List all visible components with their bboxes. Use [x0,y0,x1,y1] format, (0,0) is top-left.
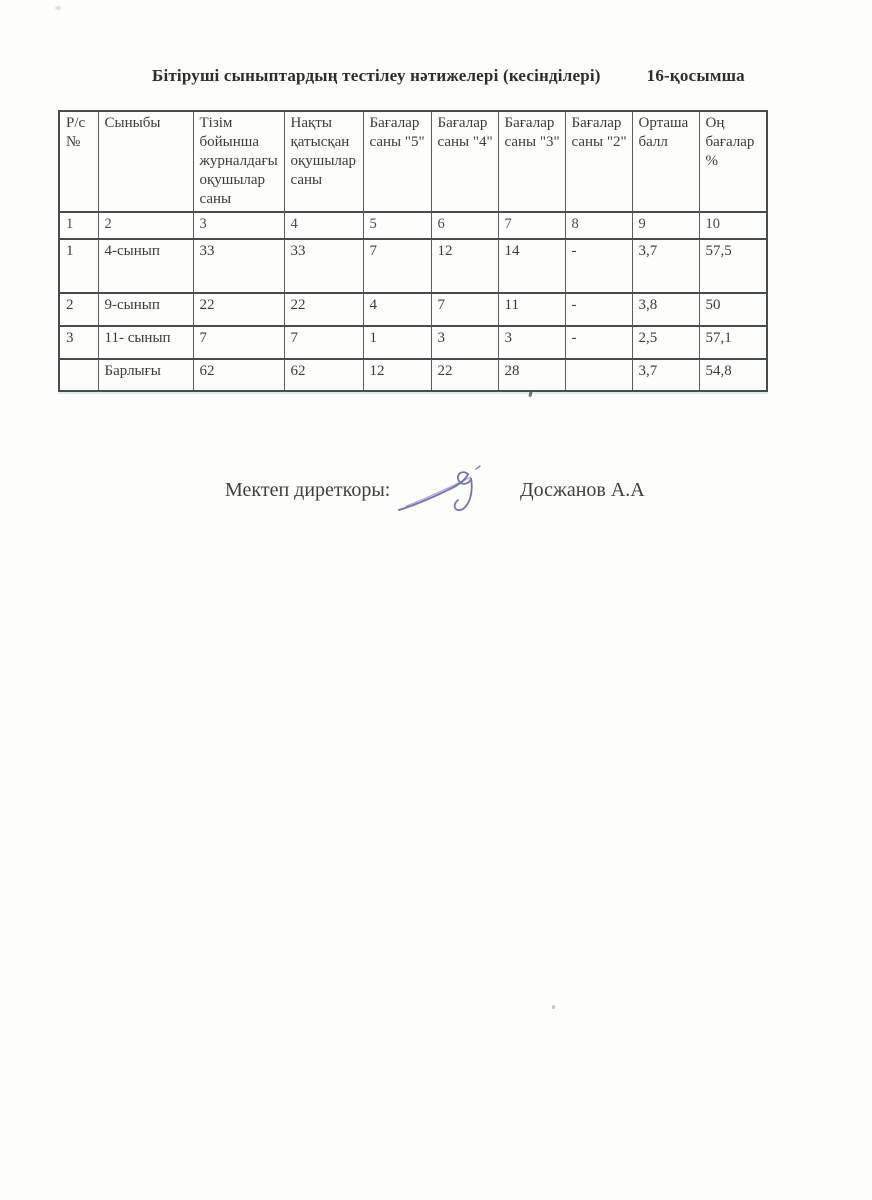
table-row-grade11: 3 11- сынып 7 7 1 3 3 - 2,5 57,1 [58,325,768,360]
cell [564,358,633,392]
cell: 7 [283,325,364,360]
column-number: 2 [97,211,194,240]
header-cell-class: Сыныбы [97,110,194,213]
column-number: 5 [362,211,432,240]
cell: 28 [497,358,566,392]
cell: 4-сынып [97,238,194,294]
cell: 1 [58,238,99,294]
cell: 7 [430,292,499,327]
header-cell-grade3: Бағалар саны "3" [497,110,566,213]
cell: Барлығы [97,358,194,392]
signature-scribble-icon [398,465,481,512]
signature-label: Мектеп диреткоры: [225,479,391,501]
cell: 50 [698,292,768,327]
table-row-total: Барлығы 62 62 12 22 28 3,7 54,8 [58,358,768,392]
test-results-table: Р/с № Сыныбы Тізім бойынша журналдағы оқ… [58,110,768,392]
column-number: 3 [192,211,285,240]
cell: 11- сынып [97,325,194,360]
header-cell-grade4: Бағалар саны "4" [430,110,499,213]
cell: 3 [58,325,99,360]
cell: - [564,292,633,327]
cell: 11 [497,292,566,327]
cell: 1 [362,325,432,360]
cell: 3,8 [631,292,700,327]
scan-artifact-speck [552,1005,555,1009]
cell: 7 [192,325,285,360]
cell: 14 [497,238,566,294]
column-number: 1 [58,211,99,240]
cell: 57,1 [698,325,768,360]
annex-label: 16-қосымша [646,66,745,85]
cell: 22 [430,358,499,392]
document-title-row: Бітіруші сыныптардың тестілеу нәтижелері… [152,66,745,86]
table-row-grade4: 1 4-сынып 33 33 7 12 14 - 3,7 57,5 [58,238,768,294]
cell: 54,8 [698,358,768,392]
header-cell-average: Орташа балл [631,110,700,213]
column-number-row: 1 2 3 4 5 6 7 8 9 10 [58,211,768,240]
cell: 33 [283,238,364,294]
cell: 22 [283,292,364,327]
cell: 62 [192,358,285,392]
table-header-row: Р/с № Сыныбы Тізім бойынша журналдағы оқ… [58,110,768,213]
header-cell-grade5: Бағалар саны "5" [362,110,432,213]
column-number: 6 [430,211,499,240]
cell: 4 [362,292,432,327]
cell: 57,5 [698,238,768,294]
cell: - [564,325,633,360]
header-cell-positive-pct: Оң бағалар % [698,110,768,213]
document-title: Бітіруші сыныптардың тестілеу нәтижелері… [152,66,601,85]
header-cell-grade2: Бағалар саны "2" [564,110,633,213]
cell: 12 [430,238,499,294]
header-cell-number: Р/с № [58,110,99,213]
cell: 12 [362,358,432,392]
table-row-grade9: 2 9-сынып 22 22 4 7 11 - 3,8 50 [58,292,768,327]
scan-artifact-speck [528,390,533,398]
column-number: 8 [564,211,633,240]
column-number: 9 [631,211,700,240]
cell: 9-сынып [97,292,194,327]
cell: 33 [192,238,285,294]
cell: 2,5 [631,325,700,360]
cell: 3,7 [631,358,700,392]
column-number: 7 [497,211,566,240]
cell: 2 [58,292,99,327]
header-cell-attended-students: Нақты қатысқан оқушылар саны [283,110,364,213]
cell: 3,7 [631,238,700,294]
cell: 3 [497,325,566,360]
cell: - [564,238,633,294]
column-number: 4 [283,211,364,240]
cell: 7 [362,238,432,294]
cell: 22 [192,292,285,327]
cell: 62 [283,358,364,392]
scan-artifact-speck [55,6,61,10]
cell: 3 [430,325,499,360]
column-number: 10 [698,211,768,240]
signatory-name: Досжанов А.А [520,479,645,501]
cell [58,358,99,392]
header-cell-listed-students: Тізім бойынша журналдағы оқушылар саны [192,110,285,213]
